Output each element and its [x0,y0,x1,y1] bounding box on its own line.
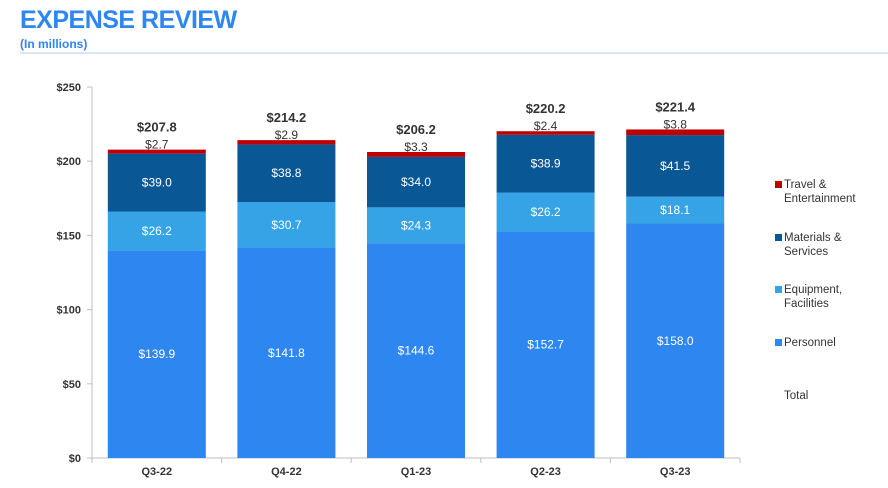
total-label: $207.8 [137,120,177,135]
data-label: $41.5 [660,159,690,173]
bar-segment [496,192,595,232]
data-label: $18.1 [660,203,690,217]
y-tick-label: $0 [69,453,81,465]
total-label: $221.4 [655,99,696,114]
bar-segment [626,135,725,197]
legend-label: Materials & [784,232,842,244]
bar-segment [496,131,595,135]
legend-label: Equipment, [784,284,842,296]
bar-segment [367,156,465,208]
y-tick-label: $200 [57,156,81,168]
legend-swatch [775,234,782,241]
legend-label: Total [784,390,808,402]
data-label: $141.8 [268,346,305,360]
data-label: $3.3 [404,140,428,154]
legend-label: Travel & [784,179,827,191]
data-label: $26.2 [531,205,561,219]
data-label: $34.0 [401,175,431,189]
bar-segment [626,223,725,458]
bar-segment [107,250,206,458]
title-divider [20,52,888,54]
data-label: $26.2 [142,224,172,238]
y-tick-label: $150 [57,230,81,242]
bar-segment [107,153,206,212]
data-label: $38.9 [531,157,561,171]
data-label: $24.3 [401,218,431,232]
page-subtitle: (In millions) [20,37,88,51]
y-tick-label: $250 [57,82,81,94]
bar-segment [237,202,336,248]
bar-segment [496,134,595,193]
x-tick-label: Q4-22 [271,466,302,478]
y-tick-label: $50 [63,379,81,391]
legend-label: Personnel [784,337,836,349]
bar-segment [367,243,465,458]
data-label: $152.7 [527,338,564,352]
bar-segment [107,211,206,251]
x-tick-label: Q3-22 [142,466,173,478]
bar-segment [237,140,336,145]
x-tick-label: Q3-23 [660,466,691,478]
total-label: $206.2 [396,122,436,137]
bar-segment [107,149,206,154]
total-label: $214.2 [267,110,307,125]
legend-label: Facilities [784,298,829,310]
data-label: $39.0 [142,176,172,190]
data-label: $158.0 [657,334,694,348]
legend-label: Services [784,246,828,258]
data-label: $3.8 [664,117,688,131]
x-tick-label: Q1-23 [401,466,432,478]
total-label: $220.2 [526,101,566,116]
legend-label: Entertainment [784,193,856,205]
bar-segment [626,129,725,136]
legend-swatch [775,286,782,293]
bar-segment [367,207,465,244]
bar-segment [237,247,336,458]
legend-swatch [775,339,782,346]
bar-segment [237,144,336,203]
bar-segment [367,151,465,157]
data-label: $139.9 [138,347,175,361]
y-tick-label: $100 [57,305,81,317]
x-tick-label: Q2-23 [530,466,561,478]
data-label: $38.8 [271,166,301,180]
legend-swatch [775,181,782,188]
bar-segment [626,196,725,224]
bar-segment [496,231,595,458]
page-title: EXPENSE REVIEW [20,6,237,34]
data-label: $2.7 [145,138,169,152]
data-label: $144.6 [398,344,435,358]
data-label: $2.9 [275,128,299,142]
data-label: $2.4 [534,119,558,133]
data-label: $30.7 [271,218,301,232]
